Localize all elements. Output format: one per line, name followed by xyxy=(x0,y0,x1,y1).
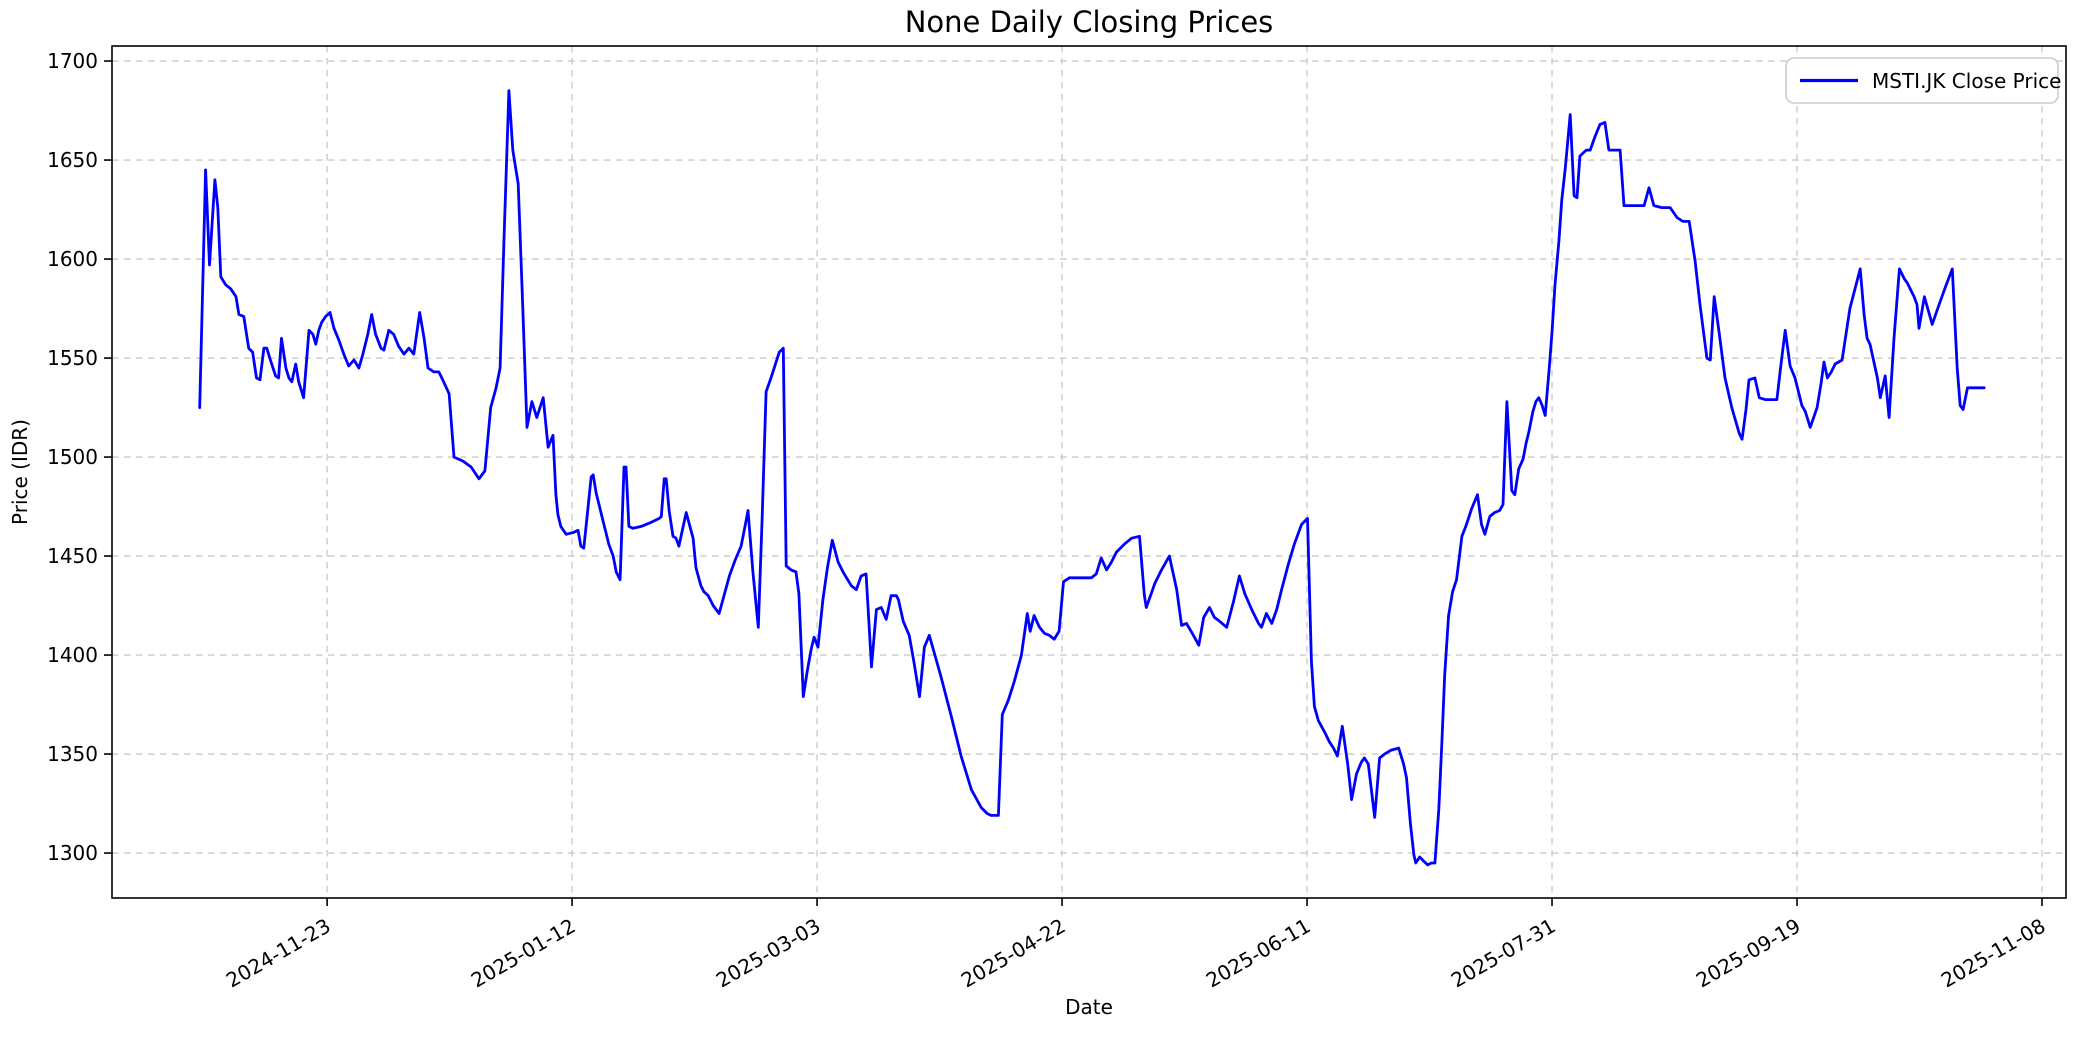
chart-title: None Daily Closing Prices xyxy=(905,5,1274,39)
y-tick-label: 1350 xyxy=(47,742,98,766)
y-tick-label: 1650 xyxy=(47,148,98,172)
x-axis-label: Date xyxy=(1065,995,1113,1019)
price-line xyxy=(198,89,1986,867)
y-tick-label: 1400 xyxy=(47,643,98,667)
y-tick-label: 1600 xyxy=(47,247,98,271)
y-tick-labels: 1300 1350 1400 1450 1500 1550 1600 1650 1700 xyxy=(47,49,98,865)
legend-box xyxy=(1785,57,2059,104)
axis-ticks xyxy=(104,60,2043,906)
plot-border xyxy=(111,45,2067,899)
legend-label: MSTI.JK Close Price xyxy=(1872,69,2061,93)
y-axis-label: Price (IDR) xyxy=(8,419,32,525)
y-tick-label: 1550 xyxy=(47,346,98,370)
y-tick-label: 1700 xyxy=(47,49,98,73)
legend: MSTI.JK Close Price xyxy=(1785,57,2061,104)
y-tick-label: 1300 xyxy=(47,841,98,865)
gridlines xyxy=(112,46,2066,898)
y-tick-label: 1450 xyxy=(47,544,98,568)
y-tick-label: 1500 xyxy=(47,445,98,469)
